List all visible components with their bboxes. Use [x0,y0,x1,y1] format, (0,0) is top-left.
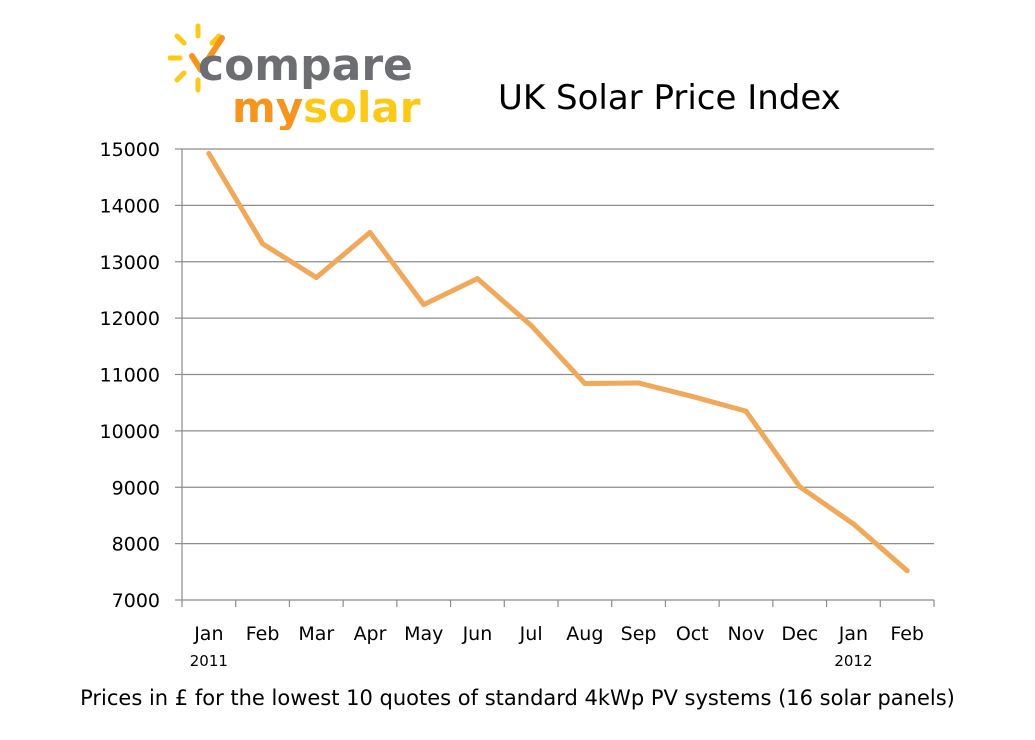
data-point [528,322,534,328]
data-point [743,408,749,414]
series-line [206,151,910,574]
data-point [797,484,803,490]
x-tick-label: Sep [621,623,657,645]
data-point [636,380,642,386]
x-tick-label: Jan [838,623,868,645]
comparemysolar-logo: compare mysolar [168,23,421,130]
y-tick-label: 13000 [100,252,160,274]
data-point [206,151,212,157]
data-point [313,275,319,281]
x-tick-label: Apr [354,623,387,645]
data-point [904,568,910,574]
y-tick-label: 10000 [100,421,160,443]
data-point [689,393,695,399]
logo-word-solar: solar [303,83,421,130]
x-tick-label: Feb [246,623,280,645]
data-point [421,302,427,308]
checkmark-icon [189,35,225,73]
x-tick-label: Nov [727,623,764,645]
chart-caption: Prices in £ for the lowest 10 quotes of … [80,686,955,710]
chart-title: UK Solar Price Index [498,78,841,118]
x-tick-label: Oct [676,623,709,645]
svg-text:mysolar: mysolar [232,83,421,130]
data-point [260,241,266,247]
y-tick-label: 14000 [100,195,160,217]
data-point [474,276,480,282]
sun-icon [168,23,222,93]
y-tick-label: 8000 [112,534,160,556]
y-tick-label: 9000 [112,477,160,499]
x-tick-label: Aug [566,623,603,645]
x-tick-label: May [404,623,443,645]
data-point [582,381,588,387]
logo-word-compare: compare [198,40,413,91]
logo-word-my: my [232,83,303,130]
x-tick-label: Jun [462,623,493,645]
x-tick-label: Jan [193,623,223,645]
x-tick-label: Dec [781,623,818,645]
y-tick-label: 7000 [112,590,160,612]
x-year-label: 2011 [190,652,228,670]
y-tick-label: 11000 [100,365,160,387]
data-point [367,229,373,235]
y-tick-label: 12000 [100,308,160,330]
x-tick-label: Feb [890,623,924,645]
x-year-label: 2012 [834,652,872,670]
y-tick-label: 15000 [100,139,160,161]
data-point [850,521,856,527]
x-tick-label: Mar [298,623,334,645]
x-tick-label: Jul [519,623,543,645]
